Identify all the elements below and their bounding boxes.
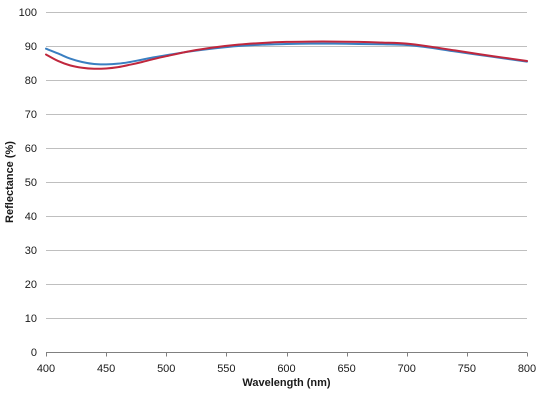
y-tick-label-90: 90 bbox=[25, 41, 37, 53]
x-tick-label-550: 550 bbox=[217, 363, 235, 375]
y-tick-labels: 0 10 20 30 40 50 60 70 80 90 100 bbox=[19, 7, 37, 359]
x-tick-label-800: 800 bbox=[518, 363, 536, 375]
y-tick-label-20: 20 bbox=[25, 279, 37, 291]
x-tick-label-400: 400 bbox=[37, 363, 55, 375]
x-tick-label-700: 700 bbox=[398, 363, 416, 375]
series-line-1 bbox=[45, 42, 528, 66]
x-tick-label-600: 600 bbox=[277, 363, 295, 375]
axes bbox=[46, 352, 528, 357]
x-tick-label-750: 750 bbox=[458, 363, 476, 375]
y-tick-label-10: 10 bbox=[25, 313, 37, 325]
x-tick-label-650: 650 bbox=[337, 363, 355, 375]
y-tick-label-100: 100 bbox=[19, 7, 37, 19]
x-tick-label-500: 500 bbox=[157, 363, 175, 375]
y-tick-label-80: 80 bbox=[25, 75, 37, 87]
y-tick-label-50: 50 bbox=[25, 177, 37, 189]
x-axis-title: Wavelength (nm) bbox=[242, 377, 331, 389]
series-line-2 bbox=[45, 40, 528, 70]
x-tick-labels: 400 450 500 550 600 650 700 750 800 bbox=[37, 363, 536, 375]
y-tick-label-0: 0 bbox=[31, 347, 37, 359]
grid-lines bbox=[46, 12, 527, 319]
y-tick-label-60: 60 bbox=[25, 143, 37, 155]
x-tick-label-450: 450 bbox=[97, 363, 115, 375]
y-axis-title: Reflectance (%) bbox=[4, 141, 16, 223]
y-tick-label-40: 40 bbox=[25, 211, 37, 223]
data-series bbox=[45, 40, 528, 70]
y-tick-label-30: 30 bbox=[25, 245, 37, 257]
y-tick-label-70: 70 bbox=[25, 109, 37, 121]
